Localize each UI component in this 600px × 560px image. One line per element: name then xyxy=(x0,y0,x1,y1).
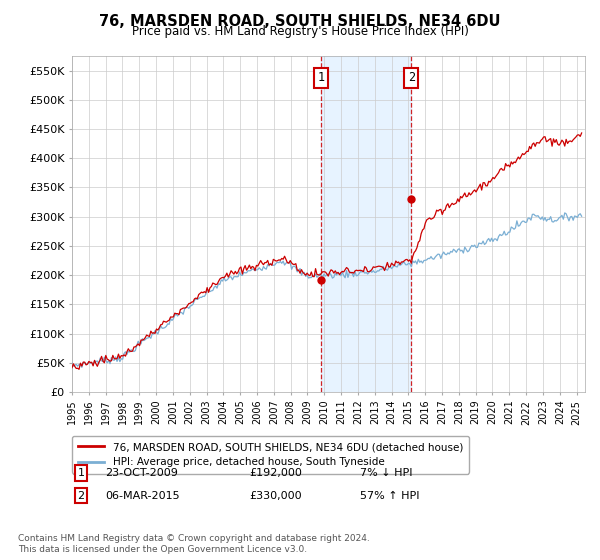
Text: 7% ↓ HPI: 7% ↓ HPI xyxy=(360,468,413,478)
Text: 1: 1 xyxy=(77,468,85,478)
Text: £192,000: £192,000 xyxy=(249,468,302,478)
Text: 76, MARSDEN ROAD, SOUTH SHIELDS, NE34 6DU: 76, MARSDEN ROAD, SOUTH SHIELDS, NE34 6D… xyxy=(99,14,501,29)
Bar xyxy=(321,56,411,392)
Text: Price paid vs. HM Land Registry's House Price Index (HPI): Price paid vs. HM Land Registry's House … xyxy=(131,25,469,38)
Text: 06-MAR-2015: 06-MAR-2015 xyxy=(105,491,179,501)
Text: 2: 2 xyxy=(77,491,85,501)
Text: 1: 1 xyxy=(317,71,325,84)
Text: 57% ↑ HPI: 57% ↑ HPI xyxy=(360,491,419,501)
Text: 23-OCT-2009: 23-OCT-2009 xyxy=(105,468,178,478)
Legend: 76, MARSDEN ROAD, SOUTH SHIELDS, NE34 6DU (detached house), HPI: Average price, : 76, MARSDEN ROAD, SOUTH SHIELDS, NE34 6D… xyxy=(72,436,469,474)
Text: £330,000: £330,000 xyxy=(249,491,302,501)
Text: Contains HM Land Registry data © Crown copyright and database right 2024.
This d: Contains HM Land Registry data © Crown c… xyxy=(18,534,370,554)
Text: 2: 2 xyxy=(407,71,415,84)
